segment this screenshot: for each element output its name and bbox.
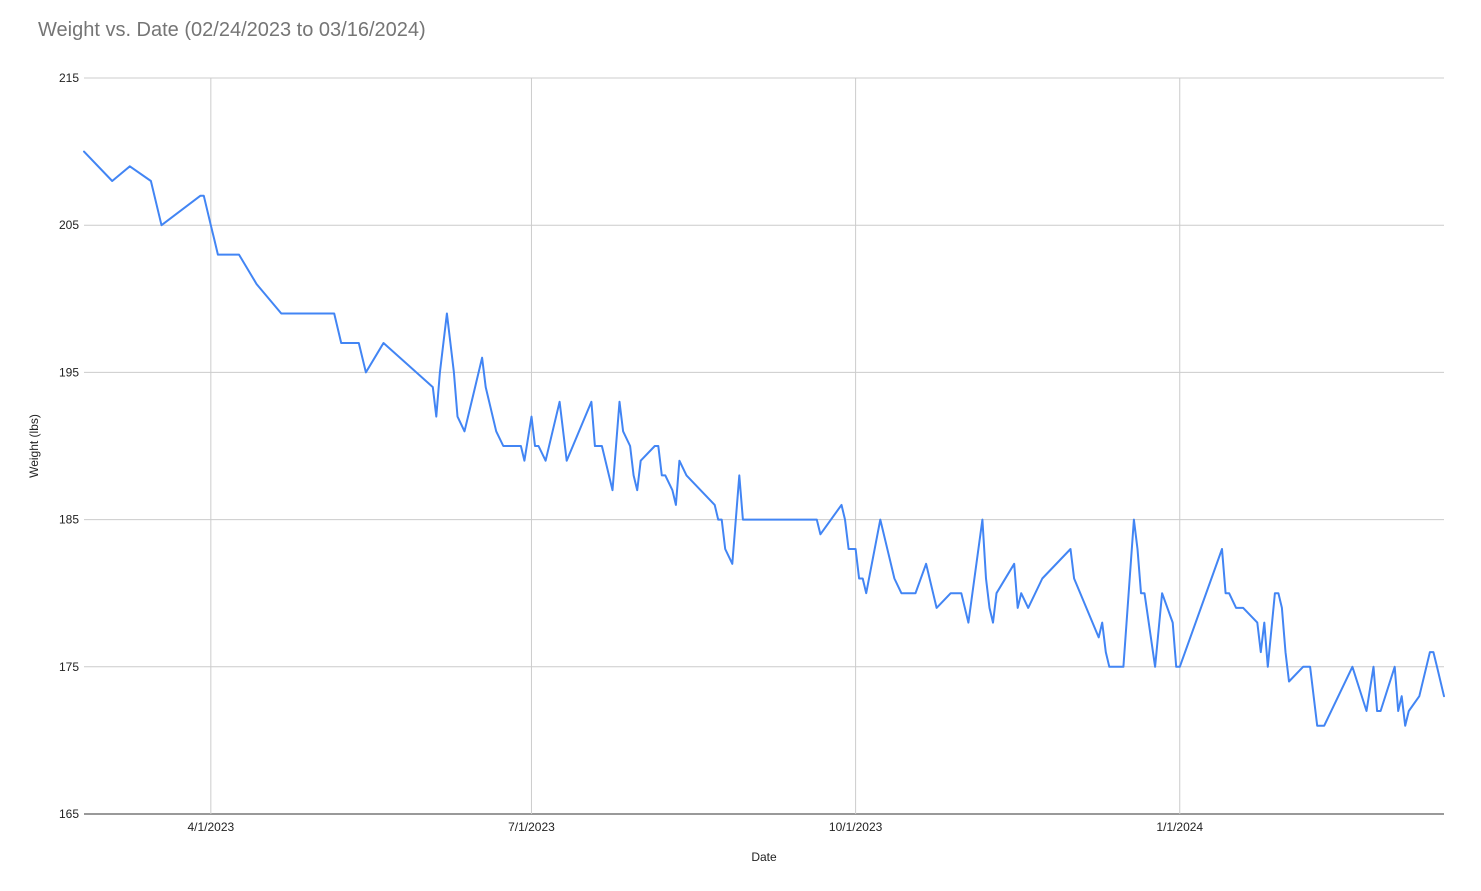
y-tick-label: 175 — [59, 660, 79, 674]
x-axis-label: Date — [751, 850, 777, 864]
y-tick-label: 215 — [59, 71, 79, 85]
x-tick-labels: 4/1/2023 7/1/2023 10/1/2023 1/1/2024 — [187, 820, 1203, 834]
y-tick-labels: 165 175 185 195 205 215 — [59, 71, 79, 821]
series-group — [83, 150, 1445, 727]
x-tick-label: 4/1/2023 — [187, 820, 234, 834]
chart-title: Weight vs. Date (02/24/2023 to 03/16/202… — [38, 19, 426, 41]
y-tick-label: 195 — [59, 365, 79, 379]
x-tick-label: 1/1/2024 — [1156, 820, 1203, 834]
x-tick-label: 7/1/2023 — [508, 820, 555, 834]
y-tick-label: 165 — [59, 807, 79, 821]
y-axis-label: Weight (lbs) — [27, 414, 41, 478]
y-tick-label: 205 — [59, 218, 79, 232]
x-tick-label: 10/1/2023 — [829, 820, 883, 834]
series-line — [83, 150, 1445, 727]
gridlines — [84, 77, 1444, 815]
y-tick-label: 185 — [59, 513, 79, 527]
